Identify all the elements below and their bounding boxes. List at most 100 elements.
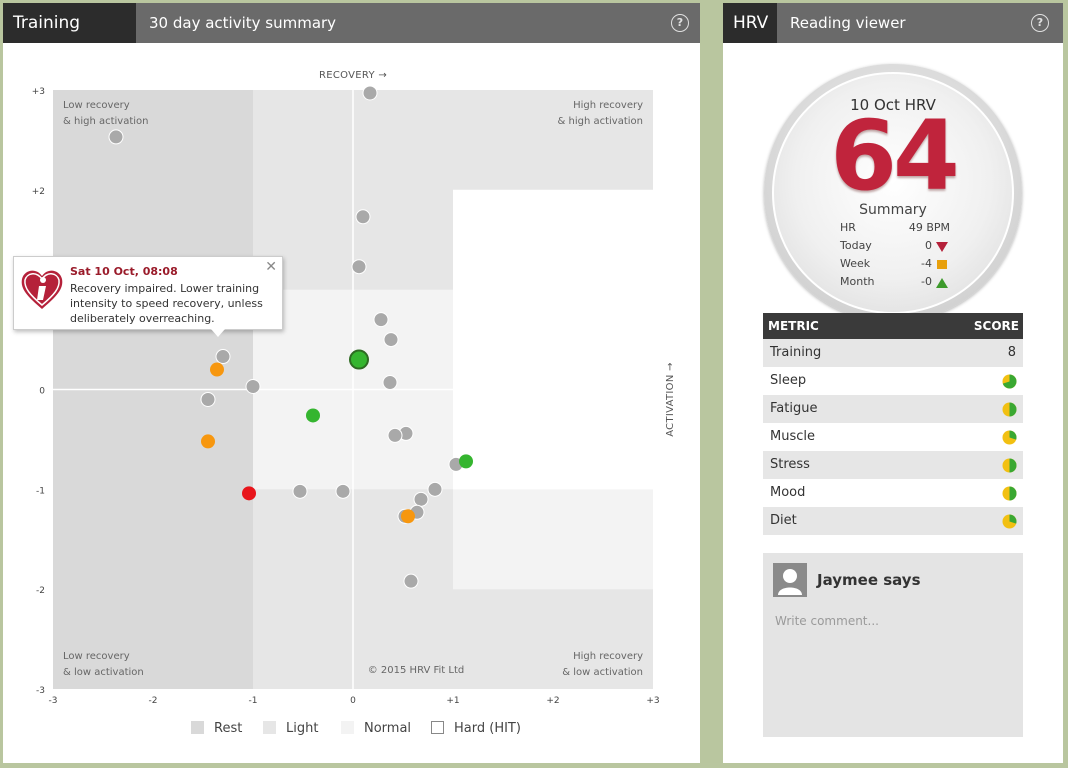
scatter-point-gray [355,209,371,225]
score-pie-icon [1002,374,1017,389]
header-score: SCORE [973,319,1019,333]
quadrant-label-bottom-right: & low activation [562,667,643,678]
legend-swatch [341,721,354,734]
row-label: Month [840,275,875,288]
metric-label: Muscle [770,429,815,444]
metric-row-mood: Mood [763,479,1023,507]
help-icon[interactable]: ? [1031,14,1049,32]
y-tick-label: -3 [36,686,45,696]
zone-light [453,589,653,689]
x-tick-label: +3 [646,696,659,703]
zone-normal [453,489,653,590]
tooltip-title: Sat 10 Oct, 08:08 [70,265,178,278]
scatter-point-gray [362,85,378,101]
score-pie-icon [1002,486,1017,501]
row-value: 49 BPM [908,221,950,234]
score-pie-icon [1002,514,1017,529]
header-metric: METRIC [768,319,819,333]
gauge-row-hr: HR 49 BPM [840,221,950,237]
gauge-subtitle: Summary [859,202,927,218]
row-label: Week [840,257,871,270]
legend-label: Hard (HIT) [454,721,521,736]
gauge-row-month: Month -0 [840,275,950,291]
zone-hard [453,189,653,490]
row-value: -4 [921,257,932,270]
legend-item-rest: Rest [191,719,242,739]
scatter-point-gray [108,129,124,145]
score-pie-icon [1002,402,1017,417]
score-pie-icon [1002,458,1017,473]
metric-table-header: METRIC SCORE [763,313,1023,339]
scatter-point-orange [401,509,415,524]
metric-row-training: Training 8 [763,339,1023,367]
quadrant-label-top-right: High recovery [573,100,643,111]
y-tick-label: 0 [39,387,45,397]
x-tick-label: +1 [446,696,459,703]
metric-label: Training [770,345,822,360]
gauge-row-today: Today 0 [840,239,950,255]
legend-item-normal: Normal [341,719,411,739]
quadrant-label-top-right: & high activation [558,116,643,127]
help-icon[interactable]: ? [671,14,689,32]
scatter-point-orange [210,362,224,377]
x-tick-label: +2 [546,696,559,703]
y-tick-label: +3 [32,87,45,97]
scatter-point-gray [245,379,261,395]
scatter-point-red [242,486,256,501]
zone-light [453,90,653,190]
tab-hrv[interactable]: HRV [723,3,777,43]
metric-row-fatigue: Fatigue [763,395,1023,423]
row-label: HR [840,221,856,234]
x-axis-title: RECOVERY → [319,70,387,81]
scatter-point-gray [215,349,231,365]
hrv-value: 64 [830,100,960,212]
y-tick-label: +2 [32,187,45,197]
gauge-title: 10 Oct HRV [850,96,936,114]
legend-label: Light [286,721,319,736]
comment-box: Jaymee says [763,553,1023,737]
tab-training-guide[interactable]: Training Guide [3,3,136,73]
metric-label: Sleep [770,373,807,388]
comment-input[interactable] [775,611,1011,631]
quadrant-label-bottom-left: Low recovery [63,651,130,662]
scatter-point-gray [382,375,398,391]
scatter-point-gray [427,481,443,497]
hrv-panel: HRV Reading viewer ? 10 Oct HRV 64 Summa… [723,3,1063,763]
up-triangle-icon [936,278,948,288]
metric-table: METRIC SCORE Training 8 Sleep Fatigue Muscle… [763,313,1023,535]
y-tick-label: -2 [36,586,45,596]
legend-swatch [431,721,444,734]
tooltip-tail [211,329,225,337]
legend-swatch [263,721,276,734]
scatter-point-gray [403,573,419,589]
scatter-point-gray [292,483,308,499]
x-tick-label: -1 [249,696,258,703]
row-value: 0 [925,239,932,252]
commenter-name: Jaymee says [817,571,921,589]
close-icon[interactable]: ✕ [265,259,277,275]
row-label: Today [840,239,872,252]
row-value: -0 [921,275,932,288]
down-triangle-icon [936,242,948,252]
legend-label: Rest [214,721,243,736]
info-heart-icon [20,267,64,315]
metric-label: Diet [770,513,797,528]
avatar [773,563,807,597]
panel-title: 30 day activity summary [149,14,337,32]
scatter-point-gray [387,427,403,443]
quadrant-label-bottom-left: & low activation [63,667,144,678]
scatter-point-gray [200,391,216,407]
hrv-header: HRV Reading viewer ? [723,3,1063,43]
legend-item-hard: Hard (HIT) [431,719,521,739]
scatter-point-gray [413,491,429,507]
metric-label: Stress [770,457,810,472]
legend-label: Normal [364,721,412,736]
scatter-point-gray [351,259,367,275]
scatter-point-green [306,408,320,423]
y-axis-title: ACTIVATION → [665,362,676,437]
metric-row-sleep: Sleep [763,367,1023,395]
copyright-text: © 2015 HRV Fit Ltd [368,665,465,676]
scatter-point-gray [335,483,351,499]
legend-swatch [191,721,204,734]
metric-row-diet: Diet [763,507,1023,535]
